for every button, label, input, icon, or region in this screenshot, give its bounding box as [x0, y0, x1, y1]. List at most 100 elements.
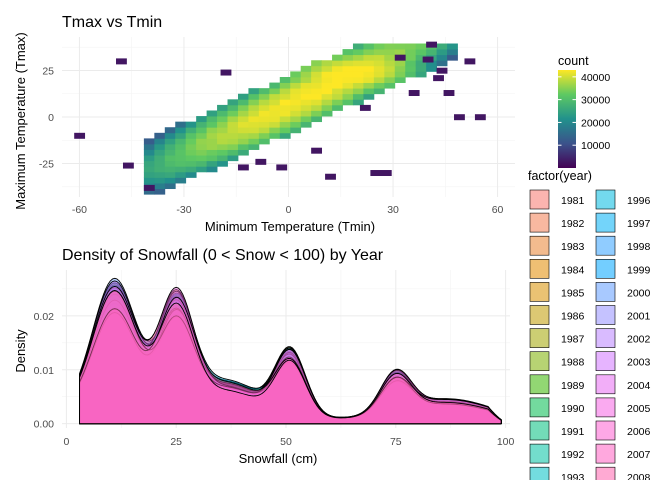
heatmap-bin	[352, 82, 364, 89]
density-y-ticks: 0.00 0.01 0.02	[34, 311, 55, 431]
heatmap-bin	[217, 121, 228, 128]
heatmap-bin	[405, 43, 417, 50]
heatmap-bin	[373, 54, 385, 61]
heatmap-bin	[206, 110, 218, 117]
heatmap-bin	[363, 49, 375, 56]
heatmap-bin	[248, 121, 260, 128]
heatmap-bin	[311, 65, 323, 72]
heatmap-bin	[164, 177, 176, 184]
heatmap-bin	[258, 88, 270, 95]
heatmap-bin	[164, 149, 176, 156]
heatmap-bin	[321, 88, 333, 95]
heatmap-bin	[258, 93, 270, 100]
heatmap-bin	[290, 99, 302, 106]
heatmap-bin	[279, 77, 291, 83]
heatmap-bin	[154, 155, 166, 162]
year-legend-title: factor(year)	[528, 169, 592, 183]
heatmap-bin	[237, 99, 249, 106]
year-legend-label: 1987	[561, 334, 585, 346]
heatmap-bin	[143, 138, 155, 145]
heatmap-bin	[342, 88, 354, 95]
heatmap-bin	[394, 43, 406, 50]
heatmap-bin	[227, 121, 239, 128]
heatmap-bin	[227, 104, 239, 111]
heatmap-bin	[443, 90, 455, 97]
heatmap-bin	[185, 138, 197, 145]
heatmap-bin	[164, 183, 176, 190]
heatmap-bin	[143, 166, 155, 173]
heatmap-bin	[352, 99, 364, 106]
density-areas	[79, 277, 502, 425]
heatmap-bin	[217, 149, 228, 156]
heatmap-bin	[311, 82, 323, 89]
year-legend-swatch	[595, 189, 616, 210]
heatmap-bin	[363, 77, 375, 83]
heatmap-bin	[154, 183, 166, 190]
heatmap-bin	[447, 54, 458, 61]
heatmap-bin	[426, 65, 437, 72]
heatmap-bin	[154, 177, 166, 184]
year-legend-label: 1992	[561, 449, 585, 461]
heatmap-bin	[342, 71, 354, 78]
heatmap-title: Tmax vs Tmin	[62, 14, 162, 31]
heatmap-bin	[164, 138, 176, 145]
heatmap-bin	[300, 121, 312, 128]
heatmap-bin	[237, 149, 249, 156]
heatmap-bin	[436, 60, 448, 67]
heatmap-bin	[206, 160, 218, 167]
heatmap-bin	[394, 60, 406, 67]
heatmap-bin	[394, 65, 406, 72]
heatmap-bin	[373, 71, 385, 78]
heatmap-bin	[237, 143, 249, 150]
heatmap-bin	[237, 104, 249, 111]
heatmap-bin	[426, 49, 437, 56]
heatmap-bin	[342, 77, 354, 83]
heatmap-bin	[321, 93, 333, 100]
heatmap-bin	[279, 99, 291, 106]
heatmap-bin	[175, 171, 187, 178]
heatmap-bin	[269, 110, 281, 117]
heatmap-bin	[384, 82, 396, 89]
heatmap-bin	[332, 99, 343, 106]
heatmap-bin	[279, 88, 291, 95]
heatmap-bin	[405, 60, 417, 67]
heatmap-bin	[227, 138, 239, 145]
heatmap-bin	[185, 160, 197, 167]
heatmap-bin	[164, 127, 176, 134]
heatmap-bin	[332, 104, 343, 111]
heatmap-x-tick-label: 30	[387, 204, 399, 216]
heatmap-bin	[363, 82, 375, 89]
heatmap-bin	[290, 77, 302, 83]
heatmap-bin	[248, 88, 260, 95]
heatmap-bin	[300, 110, 312, 117]
heatmap-bin	[373, 65, 385, 72]
heatmap-bin	[332, 60, 343, 67]
year-legend-label: 1983	[561, 241, 585, 253]
heatmap-bin	[154, 188, 166, 195]
heatmap-bin	[332, 88, 343, 95]
heatmap-bin	[300, 77, 312, 83]
heatmap-bin	[227, 110, 239, 117]
heatmap-y-ticks: -25 0 25	[39, 65, 54, 170]
heatmap-bin	[185, 132, 197, 139]
year-legend-label: 1989	[561, 380, 585, 392]
heatmap-bin	[227, 132, 239, 139]
heatmap-bin	[269, 88, 281, 95]
year-legend-swatch	[595, 443, 616, 464]
heatmap-bin	[352, 49, 364, 56]
heatmap-bin	[394, 77, 406, 83]
year-legend-label: 2003	[627, 357, 651, 369]
heatmap-bin	[332, 65, 343, 72]
colorbar-ticks: 10000 20000 30000 40000	[558, 72, 610, 152]
heatmap-bin	[227, 127, 239, 134]
heatmap-bin	[227, 155, 239, 162]
heatmap-bin	[258, 110, 270, 117]
colorbar-gradient	[558, 70, 576, 168]
heatmap-y-tick-label: -25	[39, 159, 54, 171]
year-legend-swatch	[595, 420, 616, 441]
heatmap-bin	[143, 177, 155, 184]
heatmap-bin	[363, 60, 375, 67]
heatmap-bin	[394, 71, 406, 78]
year-legend-swatch	[529, 258, 550, 279]
